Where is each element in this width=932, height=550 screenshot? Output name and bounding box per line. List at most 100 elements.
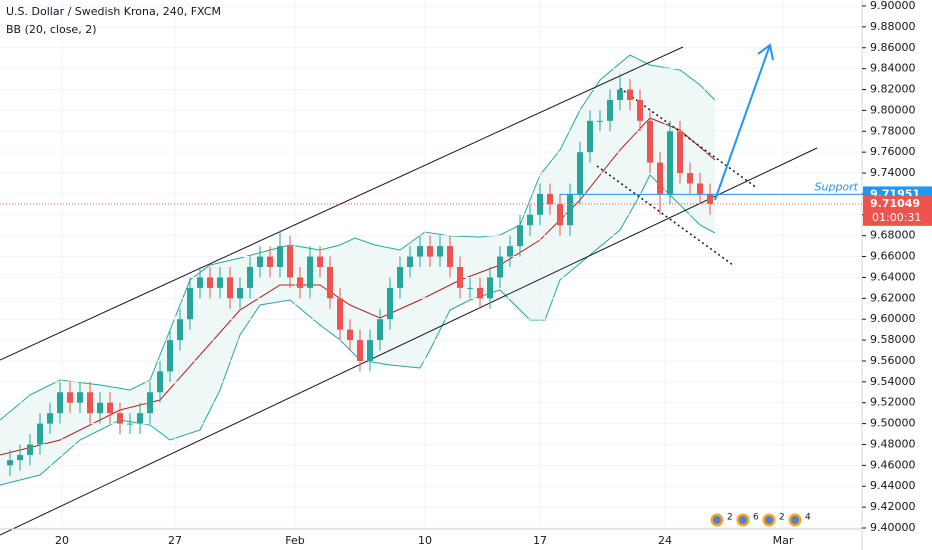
candle-body (697, 183, 703, 194)
candle-body (77, 392, 83, 403)
candle-body (287, 246, 293, 278)
candle-body (297, 277, 303, 288)
y-tick-label: 9.84000 (870, 62, 916, 75)
candle-body (107, 402, 113, 414)
candle-body (57, 392, 63, 414)
y-tick-label: 9.80000 (870, 103, 916, 116)
drawings (0, 43, 818, 536)
candle-body (117, 413, 123, 424)
dotted-upper (619, 87, 758, 189)
y-tick-label: 9.58000 (870, 333, 916, 346)
candle-body (387, 287, 393, 320)
channel-lower (0, 147, 818, 536)
candle-body (127, 423, 133, 425)
y-tick-label: 9.68000 (870, 229, 916, 242)
y-tick-label: 9.64000 (870, 270, 916, 283)
x-tick-label: 27 (168, 534, 182, 547)
indicator-label: BB (20, close, 2) (6, 23, 97, 36)
candle-body (307, 256, 313, 288)
candle-body (607, 99, 613, 121)
x-tick-label: 17 (533, 534, 547, 547)
x-tick-label: 20 (55, 534, 69, 547)
candle-body (677, 131, 683, 174)
y-tick-label: 9.48000 (870, 437, 916, 450)
y-tick-label: 9.60000 (870, 312, 916, 325)
candle-body (657, 162, 663, 194)
candle-body (177, 319, 183, 341)
event-icon-inner (765, 516, 773, 524)
lower-band (0, 174, 716, 486)
candle-body (447, 246, 453, 267)
y-tick-label: 9.40000 (870, 521, 916, 534)
last-price: 9.71049 (870, 197, 920, 210)
candle-body (457, 267, 463, 288)
candle-body (247, 267, 253, 288)
candle-body (167, 340, 173, 372)
candle-body (687, 173, 693, 184)
y-tick-label: 9.66000 (870, 250, 916, 263)
candle-body (477, 287, 483, 299)
candle-body (627, 89, 633, 100)
candle-body (217, 277, 223, 288)
candle-body (277, 246, 283, 267)
candle-body (197, 277, 203, 288)
band-fill (0, 55, 715, 485)
candle-body (497, 256, 503, 278)
event-count: 6 (753, 513, 759, 523)
candle-body (37, 423, 43, 445)
candle-body (187, 287, 193, 320)
plot (0, 0, 862, 529)
y-tick-label: 9.76000 (870, 145, 916, 158)
y-tick-label: 9.88000 (870, 20, 916, 33)
y-tick-label: 9.42000 (870, 500, 916, 513)
y-tick-label: 9.52000 (870, 396, 916, 409)
y-tick-label: 9.82000 (870, 83, 916, 96)
candle-body (67, 392, 73, 403)
candle-body (227, 277, 233, 299)
y-tick-label: 9.74000 (870, 166, 916, 179)
candle-body (347, 329, 353, 341)
y-tick-label: 9.44000 (870, 479, 916, 492)
y-tick-label: 9.56000 (870, 354, 916, 367)
channel-upper (0, 46, 684, 361)
candle-body (467, 287, 473, 289)
candle-body (7, 460, 13, 466)
candle-body (647, 120, 653, 163)
candle-body (617, 89, 623, 100)
event-count: 2 (727, 513, 733, 523)
candle-body (317, 256, 323, 267)
candle-body (87, 392, 93, 414)
event-count: 4 (805, 513, 811, 523)
candle-body (567, 193, 573, 226)
last-price-box (863, 195, 932, 226)
y-tick-label: 9.62000 (870, 291, 916, 304)
candle-body (47, 413, 53, 424)
candle-body (487, 277, 493, 299)
candle-body (597, 120, 603, 122)
candle-body (337, 298, 343, 330)
y-tick-label: 9.90000 (870, 0, 916, 12)
candle-body (667, 131, 673, 194)
y-tick-label: 9.54000 (870, 375, 916, 388)
event-icon-inner (791, 516, 799, 524)
support-name: Support (815, 180, 859, 193)
x-tick-label: 10 (418, 534, 432, 547)
candle-body (527, 214, 533, 226)
candle-body (397, 267, 403, 288)
arrow-shaft (714, 44, 771, 201)
candle-body (547, 193, 553, 205)
dotted-lower (596, 165, 734, 266)
y-tick-label: 9.86000 (870, 41, 916, 54)
candle-body (577, 152, 583, 194)
chart-title: U.S. Dollar / Swedish Krona, 240, FXCM (6, 5, 221, 18)
candle-body (357, 340, 363, 361)
event-icon-inner (739, 516, 747, 524)
candle-body (157, 371, 163, 393)
candle-body (147, 392, 153, 414)
event-icon-inner (713, 516, 721, 524)
candle-body (517, 225, 523, 247)
candle-body (257, 256, 263, 267)
candle-body (587, 120, 593, 153)
candle-body (267, 256, 273, 267)
